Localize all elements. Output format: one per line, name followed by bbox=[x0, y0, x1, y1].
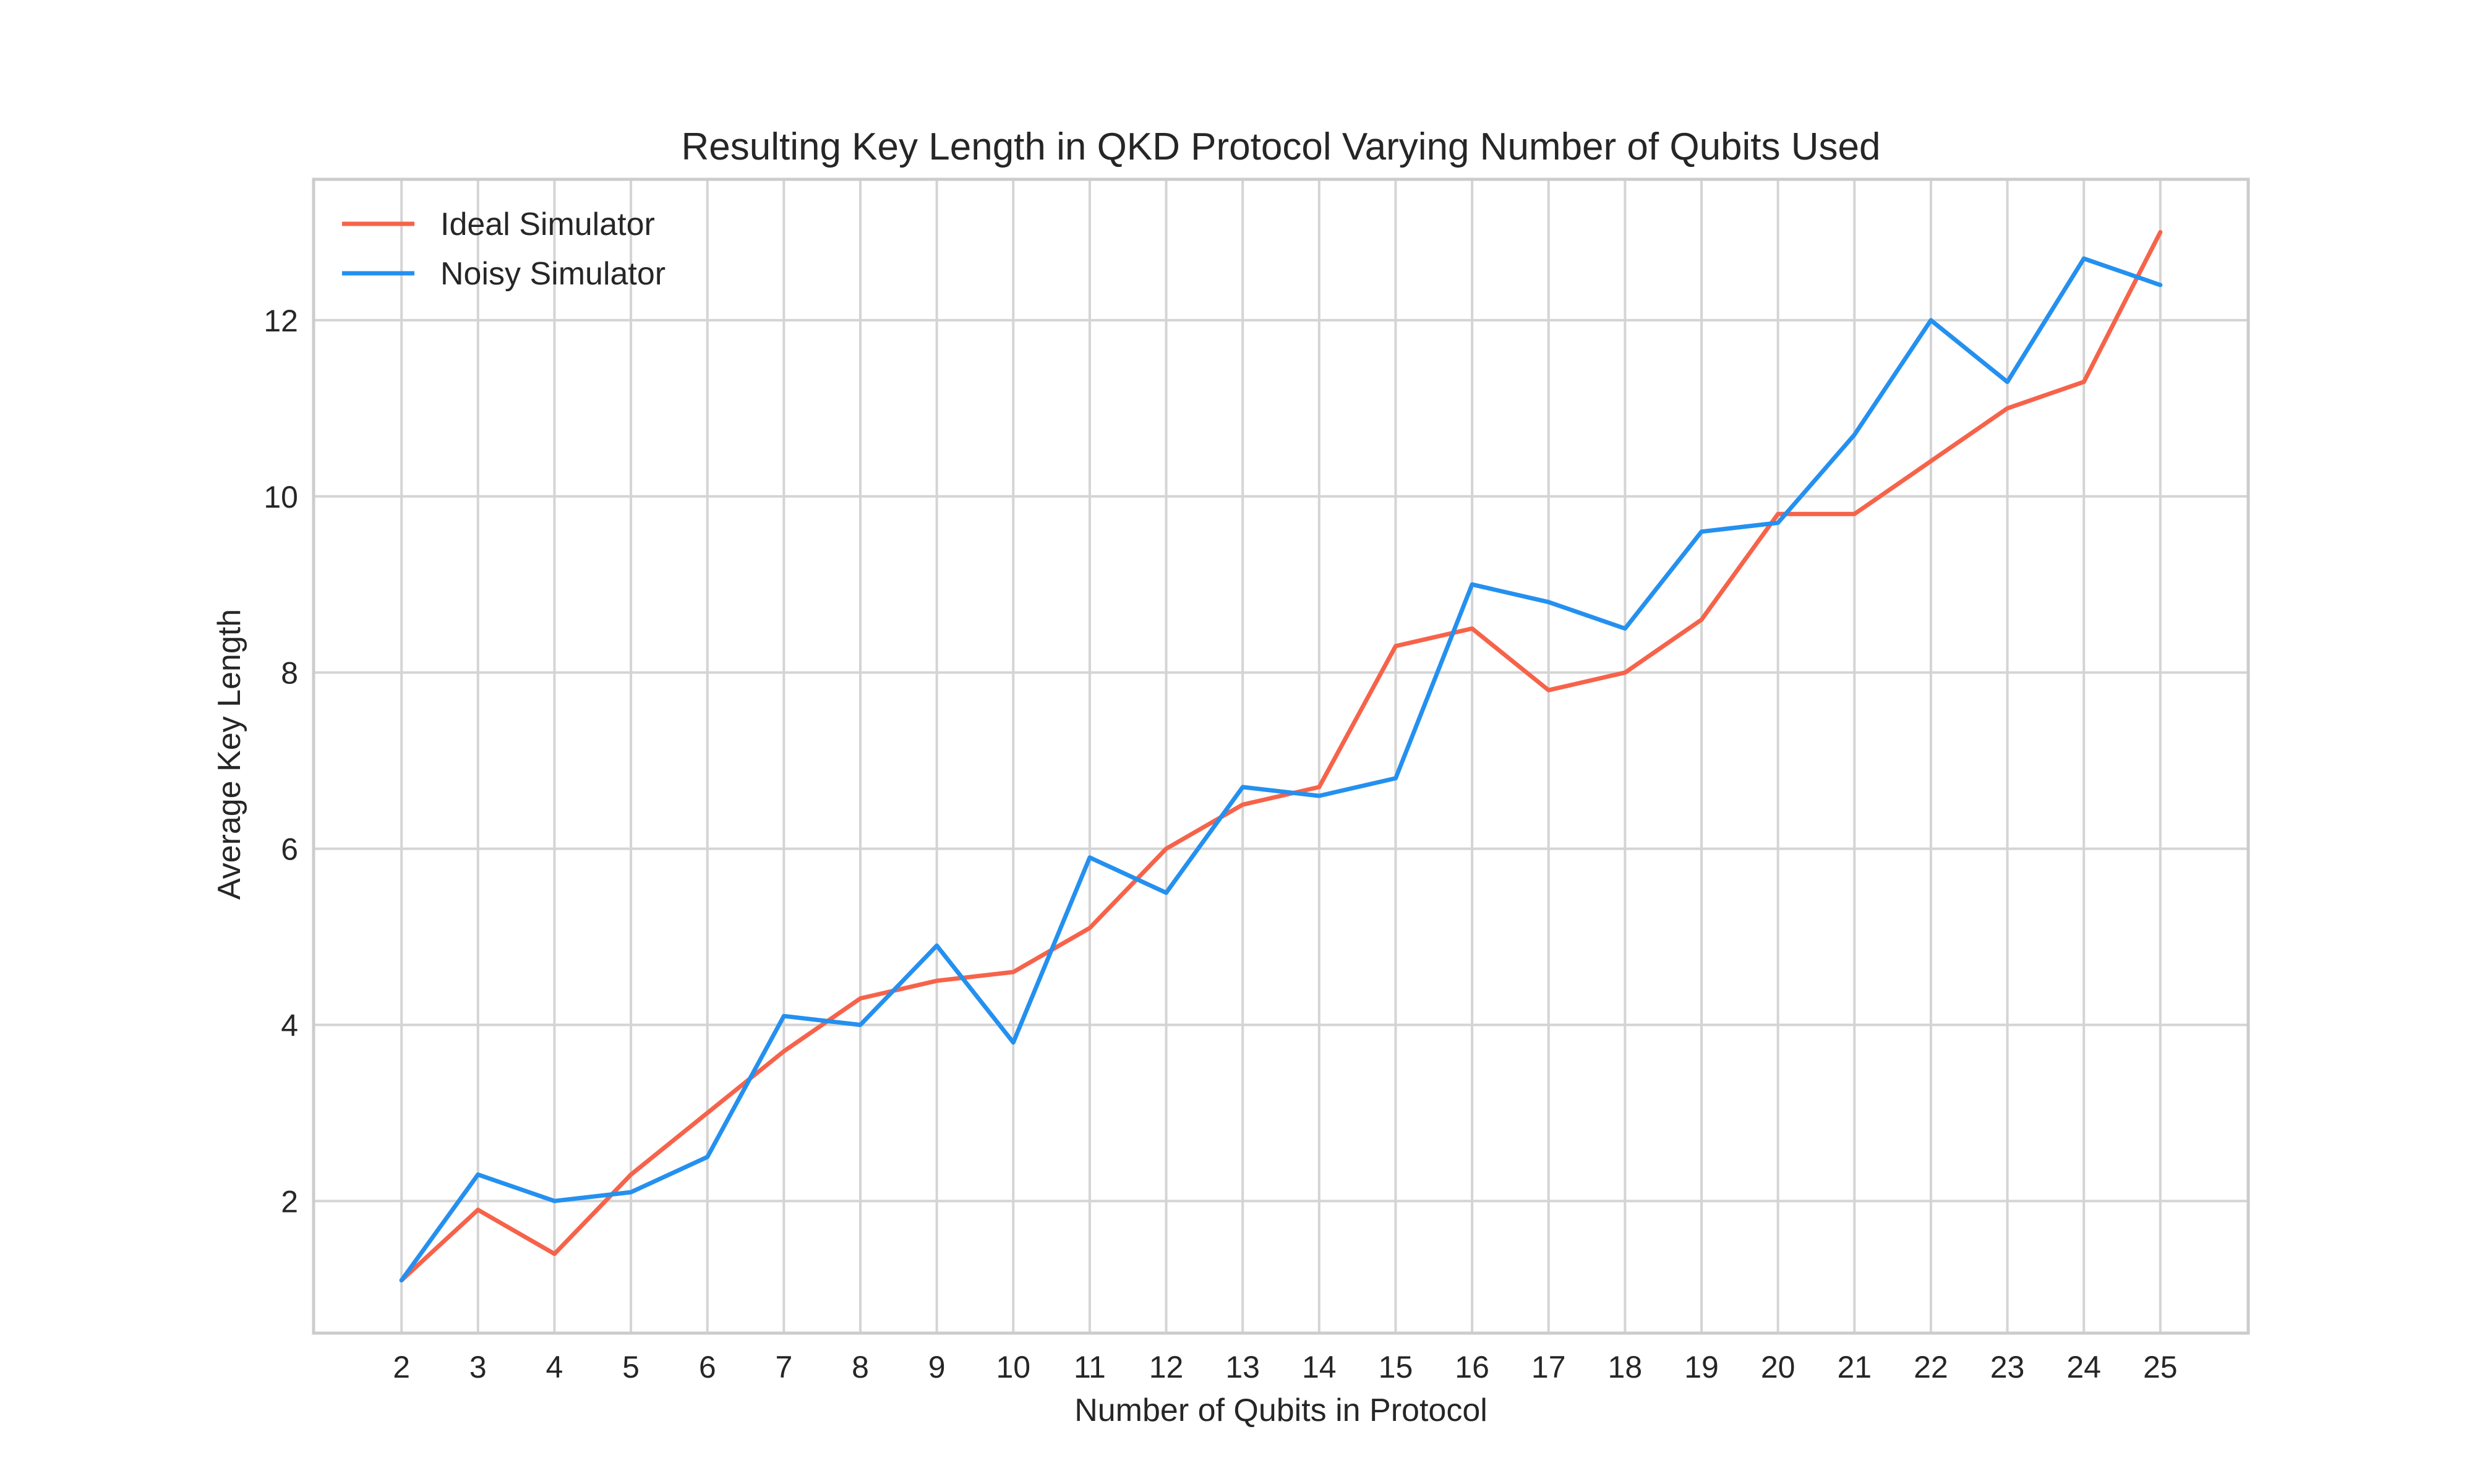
legend-label: Noisy Simulator bbox=[440, 256, 666, 292]
x-tick-label: 10 bbox=[996, 1350, 1030, 1384]
x-tick-label: 17 bbox=[1531, 1350, 1566, 1384]
x-tick-label: 14 bbox=[1302, 1350, 1337, 1384]
x-tick-label: 16 bbox=[1455, 1350, 1489, 1384]
y-tick-label: 8 bbox=[281, 656, 298, 691]
y-axis-ticks: 2 4 6 8 10 12 bbox=[263, 304, 298, 1219]
x-tick-label: 24 bbox=[2066, 1350, 2101, 1384]
x-axis-ticks: 2 3 4 5 6 7 8 9 10 11 12 13 14 15 16 17 18 19 20 21 22 23 24 25 bbox=[393, 1350, 2177, 1384]
x-tick-label: 8 bbox=[852, 1350, 869, 1384]
x-tick-label: 21 bbox=[1837, 1350, 1872, 1384]
x-tick-label: 4 bbox=[546, 1350, 563, 1384]
x-tick-label: 22 bbox=[1914, 1350, 1948, 1384]
series-line-noisy bbox=[399, 256, 2163, 1282]
y-tick-label: 10 bbox=[263, 480, 298, 514]
x-tick-label: 7 bbox=[775, 1350, 792, 1384]
x-tick-label: 19 bbox=[1684, 1350, 1719, 1384]
x-tick-label: 6 bbox=[699, 1350, 716, 1384]
series-line-ideal bbox=[399, 230, 2163, 1282]
y-tick-label: 6 bbox=[281, 832, 298, 867]
y-axis-label: Average Key Length bbox=[212, 609, 247, 900]
x-tick-label: 15 bbox=[1379, 1350, 1413, 1384]
series-lines bbox=[399, 230, 2163, 1282]
x-tick-label: 9 bbox=[928, 1350, 946, 1384]
x-tick-label: 3 bbox=[469, 1350, 487, 1384]
grid bbox=[314, 179, 2248, 1333]
y-tick-label: 2 bbox=[281, 1184, 298, 1219]
y-tick-label: 12 bbox=[263, 304, 298, 338]
x-tick-label: 25 bbox=[2143, 1350, 2178, 1384]
legend-label: Ideal Simulator bbox=[440, 207, 655, 242]
plot-area-frame bbox=[312, 177, 2250, 1335]
y-tick-label: 4 bbox=[281, 1008, 298, 1043]
x-tick-label: 12 bbox=[1149, 1350, 1184, 1384]
x-tick-label: 11 bbox=[1074, 1350, 1106, 1384]
x-tick-label: 23 bbox=[1990, 1350, 2025, 1384]
x-tick-label: 18 bbox=[1608, 1350, 1643, 1384]
x-tick-label: 20 bbox=[1761, 1350, 1796, 1384]
x-tick-label: 2 bbox=[393, 1350, 410, 1384]
x-tick-label: 5 bbox=[622, 1350, 640, 1384]
x-tick-label: 13 bbox=[1225, 1350, 1260, 1384]
x-axis-label: Number of Qubits in Protocol bbox=[1074, 1392, 1487, 1428]
chart-title: Resulting Key Length in QKD Protocol Var… bbox=[681, 126, 1880, 168]
legend: Ideal Simulator Noisy Simulator bbox=[342, 207, 666, 292]
